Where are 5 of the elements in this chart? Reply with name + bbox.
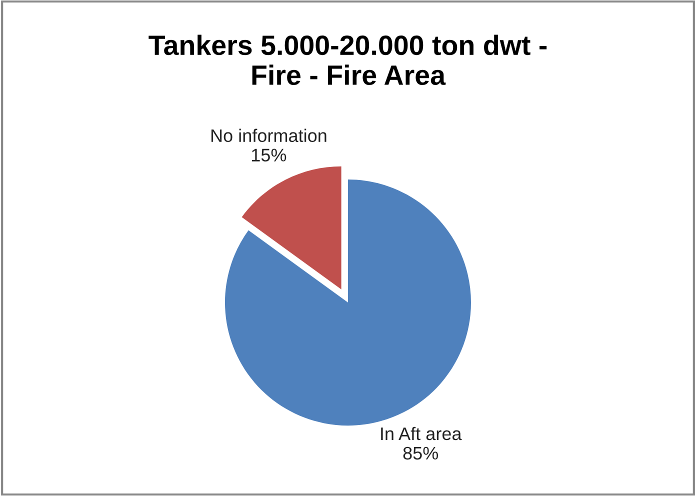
- data-label: 85%: [403, 446, 438, 460]
- slice-label: In Aft area: [381, 426, 462, 440]
- data-label: 15%: [252, 148, 286, 162]
- slice-label: No information: [211, 128, 326, 142]
- chart-title: Tankers 5.000-20.000 ton dwt - Fire - Fire Area: [148, 34, 547, 86]
